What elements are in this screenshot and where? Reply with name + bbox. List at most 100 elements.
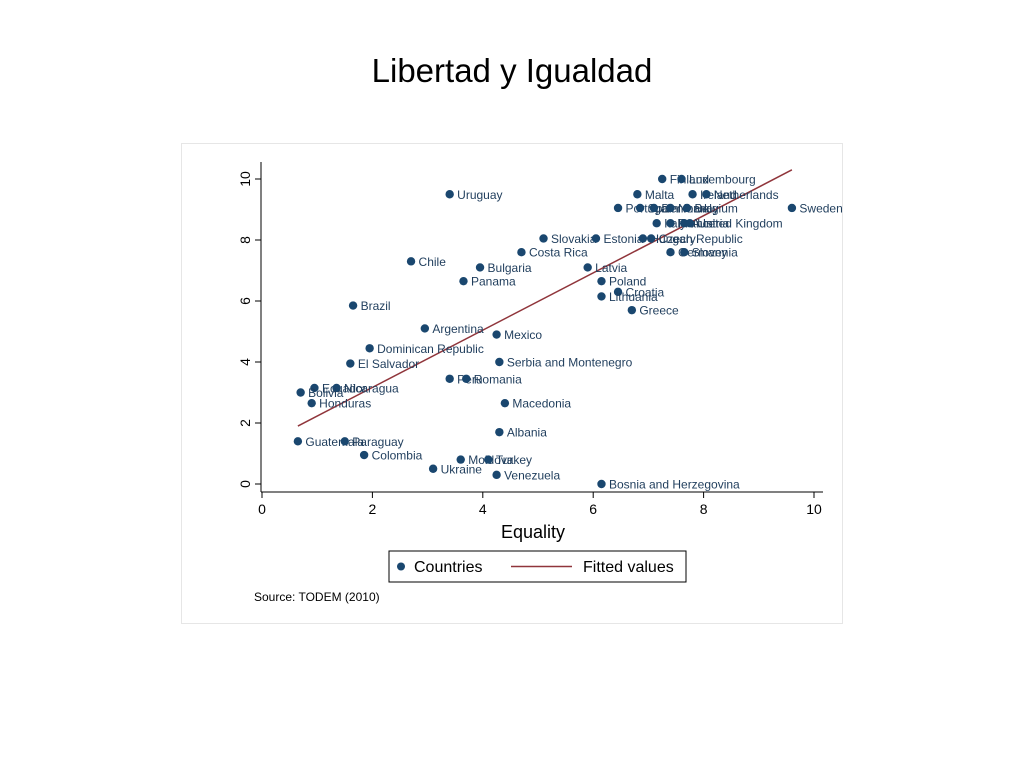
x-tick-label: 2 — [369, 501, 377, 517]
data-point — [583, 263, 592, 272]
data-point — [652, 219, 661, 228]
data-point-label: Dominican Republic — [377, 342, 484, 356]
x-tick-label: 8 — [700, 501, 708, 517]
data-point-label: El Salvador — [358, 357, 419, 371]
data-point — [340, 437, 349, 446]
data-point-label: Uruguay — [457, 188, 502, 202]
data-point — [492, 470, 501, 480]
y-tick-label: 8 — [237, 236, 253, 244]
chart-source-note: Source: TODEM (2010) — [254, 590, 380, 604]
data-point-label: Lithuania — [609, 290, 658, 304]
data-point-label: Malta — [645, 188, 675, 202]
y-tick-label: 10 — [237, 171, 253, 187]
x-axis-title: Equality — [501, 522, 565, 542]
data-point-label: Serbia and Montenegro — [507, 356, 633, 370]
data-point — [613, 203, 623, 213]
data-point-label: Macedonia — [512, 397, 571, 411]
y-ticks: 0 2 4 6 8 10 — [237, 171, 261, 488]
data-point — [445, 374, 454, 383]
data-point — [475, 263, 485, 272]
data-point — [649, 203, 659, 213]
data-point-label: Costa Rica — [529, 246, 588, 260]
data-point — [633, 190, 642, 199]
data-point-label: Portugal — [626, 201, 671, 215]
data-point — [296, 388, 305, 397]
data-point — [332, 383, 341, 393]
data-point-label: Venezuela — [504, 468, 560, 482]
data-point — [456, 455, 465, 464]
data-point — [359, 450, 369, 460]
data-point-label: Slovenia — [692, 246, 738, 260]
data-point-label: Panama — [471, 275, 516, 289]
legend-label-fitted: Fitted values — [583, 559, 674, 576]
data-point — [685, 219, 694, 228]
data-point-label: Germany — [678, 246, 727, 260]
data-point — [688, 190, 697, 199]
fitted-line-layer — [297, 169, 793, 427]
x-tick-label: 4 — [479, 501, 487, 517]
data-point-label: Paraguay — [352, 435, 403, 449]
data-point — [658, 174, 667, 184]
data-point-label: Mexico — [504, 328, 542, 342]
data-point-label: Luxembourg — [689, 173, 756, 187]
data-point — [365, 344, 374, 353]
legend-label-countries: Countries — [414, 559, 482, 576]
data-point — [307, 398, 316, 408]
data-point — [666, 219, 675, 228]
data-point-label: Nicaragua — [344, 381, 399, 395]
data-point — [428, 464, 438, 473]
y-tick-label: 6 — [237, 297, 253, 305]
axes: 0 2 4 6 8 10 0 2 4 6 8 10 Equality — [237, 162, 823, 542]
data-point-label: Sweden — [799, 201, 842, 215]
data-point-label: Colombia — [372, 449, 423, 463]
y-tick-label: 2 — [237, 419, 253, 427]
data-point — [500, 398, 510, 408]
data-point — [346, 359, 355, 368]
data-point-label: Argentina — [432, 322, 484, 336]
data-point — [613, 287, 623, 297]
data-point — [348, 301, 358, 310]
data-point — [293, 437, 303, 446]
slide-title: Libertad y Igualdad — [371, 52, 653, 89]
data-point — [445, 190, 454, 199]
data-point — [787, 203, 797, 213]
data-point-label: Estonia — [603, 232, 643, 246]
data-point — [406, 257, 416, 266]
data-point-label: Chile — [419, 255, 447, 269]
y-tick-label: 0 — [237, 480, 253, 488]
data-point-label: Belgium — [695, 201, 738, 215]
data-point-label: Croatia — [626, 285, 665, 299]
data-point-label: Ukraine — [441, 462, 483, 476]
data-point — [666, 203, 675, 213]
x-tick-label: 0 — [258, 501, 266, 517]
data-point-label: Bolivia — [308, 386, 344, 400]
data-point — [484, 455, 493, 464]
data-point-label: Netherlands — [714, 188, 779, 202]
data-point — [495, 357, 504, 367]
data-point — [646, 234, 656, 243]
legend: Countries Fitted values — [388, 550, 687, 583]
data-point — [591, 234, 601, 243]
data-point — [666, 248, 675, 257]
data-point — [682, 203, 692, 213]
data-point-label: Turkey — [496, 453, 532, 467]
data-point-label: Ecuador — [322, 381, 367, 395]
x-tick-label: 6 — [589, 501, 597, 517]
data-point — [597, 292, 606, 301]
data-point — [627, 305, 637, 315]
data-point-label: Bulgaria — [488, 261, 532, 275]
data-point — [539, 234, 548, 243]
legend-marker-countries — [397, 562, 405, 571]
data-point-label: United Kingdom — [697, 217, 782, 231]
data-point — [702, 190, 711, 199]
data-point-label: Latvia — [595, 261, 627, 275]
data-point-label: Guatemala — [305, 435, 364, 449]
chart-panel: 0 2 4 6 8 10 0 2 4 6 8 10 Equality Finland Luxembou… — [181, 143, 843, 624]
data-point — [638, 234, 648, 243]
data-point — [459, 276, 468, 286]
data-point-label: Greece — [639, 304, 679, 318]
x-tick-label: 10 — [806, 501, 822, 517]
y-tick-label: 4 — [237, 358, 253, 366]
